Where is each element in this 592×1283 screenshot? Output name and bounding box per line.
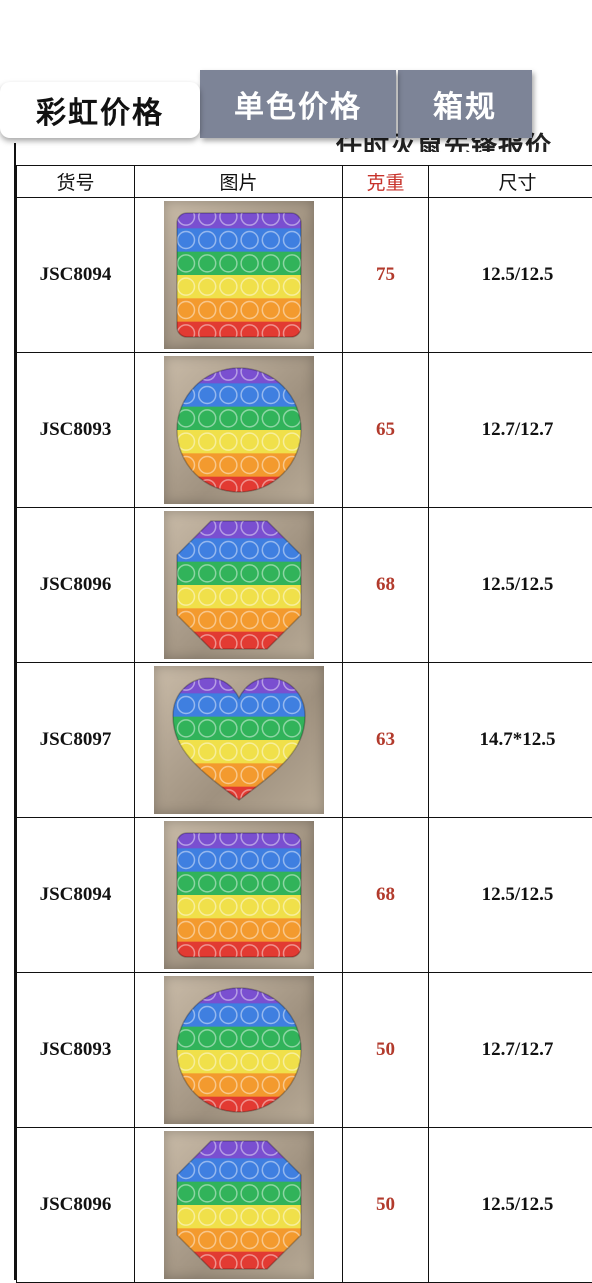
header-weight: 克重 [343,166,429,198]
product-picture-cell [135,198,343,353]
product-photo [164,821,314,969]
circle-pop-it-toy-image [169,360,309,500]
item-number-cell: JSC8096 [17,1128,135,1283]
weight-cell: 63 [343,663,429,818]
header-picture: 图片 [135,166,343,198]
weight-cell: 68 [343,818,429,973]
product-photo [164,201,314,349]
item-number-cell: JSC8093 [17,973,135,1128]
octagon-pop-it-toy-image [169,1135,309,1275]
circle-pop-it-toy-image [169,980,309,1120]
size-cell: 12.5/12.5 [429,508,592,663]
product-picture-cell [135,818,343,973]
size-cell: 12.7/12.7 [429,353,592,508]
size-cell: 14.7*12.5 [429,663,592,818]
tab-bar: 彩虹价格 单色价格 箱规 [0,70,592,142]
product-picture-cell [135,1128,343,1283]
header-item-no: 货号 [17,166,135,198]
item-number-cell: JSC8097 [17,663,135,818]
product-picture-cell [135,973,343,1128]
tab-single-color-price[interactable]: 单色价格 [200,70,396,138]
item-number-cell: JSC8094 [17,818,135,973]
product-photo [164,976,314,1124]
product-picture-cell [135,508,343,663]
item-number-cell: JSC8096 [17,508,135,663]
item-number-cell: JSC8093 [17,353,135,508]
product-picture-cell [135,663,343,818]
square-pop-it-toy-image [169,825,309,965]
item-number-cell: JSC8094 [17,198,135,353]
tab-rainbow-price[interactable]: 彩虹价格 [0,82,200,138]
product-photo [154,666,324,814]
weight-cell: 68 [343,508,429,663]
header-size: 尺寸 [429,166,592,198]
product-photo [164,1131,314,1279]
octagon-pop-it-toy-image [169,515,309,655]
square-pop-it-toy-image [169,205,309,345]
weight-cell: 65 [343,353,429,508]
size-cell: 12.5/12.5 [429,818,592,973]
size-cell: 12.5/12.5 [429,198,592,353]
table-header-row: 货号 图片 克重 尺寸 [17,166,592,198]
product-photo [164,511,314,659]
tab-carton-spec[interactable]: 箱规 [398,70,532,138]
product-photo [164,356,314,504]
weight-cell: 50 [343,973,429,1128]
size-cell: 12.7/12.7 [429,973,592,1128]
weight-cell: 75 [343,198,429,353]
weight-cell: 50 [343,1128,429,1283]
size-cell: 12.5/12.5 [429,1128,592,1283]
product-picture-cell [135,353,343,508]
heart-pop-it-toy-image [169,670,309,810]
